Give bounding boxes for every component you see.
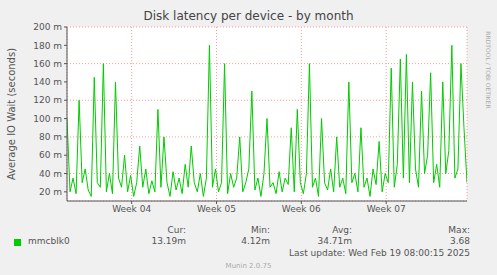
svg-text:Week 07: Week 07 (367, 204, 406, 214)
html-text:Min:: Min: (251, 225, 270, 235)
svg-text:Week 05: Week 05 (197, 204, 236, 214)
html-text:Avg:: Avg: (332, 225, 352, 235)
html-text:Max:: Max: (448, 225, 470, 235)
svg-text:140 m: 140 m (33, 77, 62, 87)
svg-text:200 m: 200 m (33, 22, 62, 32)
html-text:13.19m: 13.19m (151, 236, 186, 246)
html-text:4.12m: 4.12m (241, 236, 270, 246)
svg-text:160 m: 160 m (33, 59, 62, 69)
svg-text:40 m: 40 m (39, 169, 62, 179)
svg-text:100 m: 100 m (33, 114, 62, 124)
html-text:Disk latency per device - by m: Disk latency per device - by month (143, 9, 354, 23)
html-text:Munin 2.0.75: Munin 2.0.75 (225, 262, 272, 270)
html-text:mmcblk0: mmcblk0 (28, 236, 70, 246)
svg-text:20 m: 20 m (39, 187, 62, 197)
svg-text:80 m: 80 m (39, 132, 62, 142)
html-text:Average IO Wait (seconds): Average IO Wait (seconds) (5, 47, 17, 181)
svg-text:Week 06: Week 06 (282, 204, 321, 214)
svg-text:Week 04: Week 04 (112, 204, 151, 214)
svg-text:180 m: 180 m (33, 41, 62, 51)
html-text:3.68: 3.68 (450, 236, 470, 246)
svg-text:120 m: 120 m (33, 95, 62, 105)
html-text:34.71m: 34.71m (317, 236, 352, 246)
html-text:Cur:: Cur: (167, 225, 186, 235)
html-text:Last update: Wed Feb 19 08:00:: Last update: Wed Feb 19 08:00:15 2025 (289, 248, 470, 258)
svg-text:60 m: 60 m (39, 150, 62, 160)
html-text:RRDTOOL / TOBI OETIKER: RRDTOOL / TOBI OETIKER (484, 31, 492, 109)
